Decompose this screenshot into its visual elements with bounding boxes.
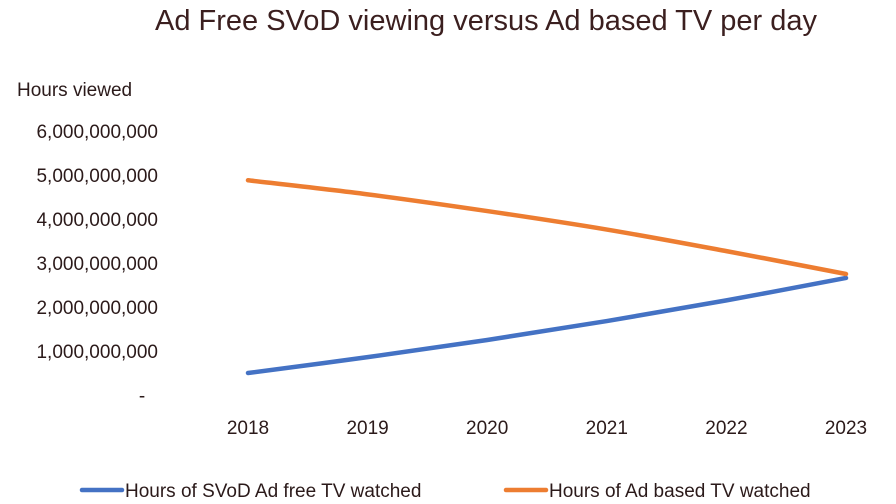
legend-label: Hours of Ad based TV watched: [549, 481, 811, 502]
y-tick-label: 3,000,000,000: [36, 254, 158, 275]
x-axis-ticks: 2018 2019 2020 2021 2022 2023: [227, 418, 867, 439]
y-axis-label: Hours viewed: [17, 80, 132, 101]
y-tick-label: 6,000,000,000: [36, 122, 158, 143]
legend-item-2: Hours of Ad based TV watched: [503, 481, 811, 502]
x-tick-label: 2019: [346, 418, 388, 439]
series-lines: [245, 178, 849, 376]
chart-title: Ad Free SVoD viewing versus Ad based TV …: [155, 5, 817, 37]
y-tick-label: 2,000,000,000: [36, 298, 158, 319]
x-tick-label: 2022: [705, 418, 747, 439]
legend-item-1: Hours of SVoD Ad free TV watched: [79, 481, 421, 502]
series-line-1: [245, 275, 849, 376]
x-tick-label: 2021: [586, 418, 628, 439]
x-tick-label: 2023: [825, 418, 867, 439]
legend-label: Hours of SVoD Ad free TV watched: [125, 481, 421, 502]
legend: Hours of SVoD Ad free TV watched Hours of…: [79, 481, 811, 502]
y-axis-ticks: - 1,000,000,000 2,000,000,000 3,000,000,000…: [36, 122, 158, 407]
y-tick-label: 4,000,000,000: [36, 210, 158, 231]
y-tick-label: -: [139, 386, 145, 407]
x-tick-label: 2018: [227, 418, 269, 439]
y-tick-label: 1,000,000,000: [36, 342, 158, 363]
x-tick-label: 2020: [466, 418, 508, 439]
series-line-2: [245, 178, 849, 277]
y-tick-label: 5,000,000,000: [36, 166, 158, 187]
